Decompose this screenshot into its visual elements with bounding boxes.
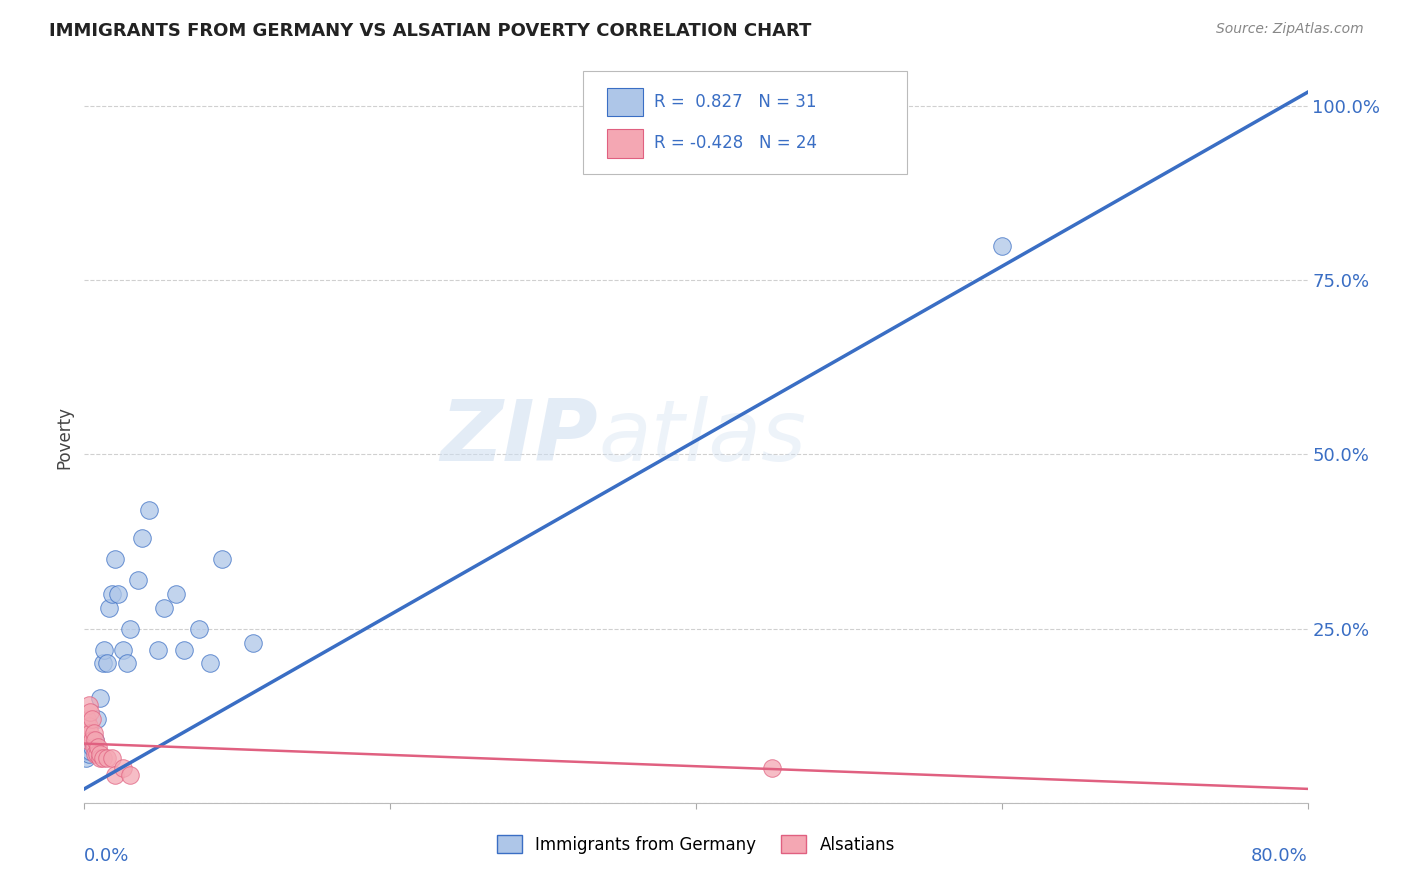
Point — [80, 733, 103, 747]
Point — [93, 642, 115, 657]
Point — [991, 238, 1014, 252]
Point — [97, 600, 120, 615]
Point — [211, 552, 233, 566]
Point — [101, 587, 124, 601]
Text: 0.0%: 0.0% — [84, 847, 129, 864]
Text: R = -0.428   N = 24: R = -0.428 N = 24 — [654, 135, 817, 153]
Point — [188, 622, 211, 636]
Point — [89, 747, 111, 761]
Point — [242, 635, 264, 649]
Point — [761, 761, 783, 775]
Point — [77, 698, 100, 713]
Point — [120, 622, 142, 636]
Point — [86, 747, 108, 761]
Point — [173, 642, 195, 657]
Point — [80, 712, 103, 726]
Point — [77, 719, 100, 733]
Point — [76, 712, 98, 726]
Point — [87, 740, 110, 755]
Point — [84, 733, 107, 747]
Point — [104, 768, 127, 782]
Point — [83, 726, 105, 740]
Text: Source: ZipAtlas.com: Source: ZipAtlas.com — [1216, 22, 1364, 37]
Text: 80.0%: 80.0% — [1251, 847, 1308, 864]
Point — [76, 743, 98, 757]
Y-axis label: Poverty: Poverty — [55, 406, 73, 468]
Point — [91, 657, 114, 671]
Point — [84, 747, 107, 761]
Point — [83, 737, 105, 751]
Point — [80, 740, 103, 755]
Text: IMMIGRANTS FROM GERMANY VS ALSATIAN POVERTY CORRELATION CHART: IMMIGRANTS FROM GERMANY VS ALSATIAN POVE… — [49, 22, 811, 40]
Point — [84, 733, 107, 747]
Point — [153, 600, 176, 615]
Point — [89, 691, 111, 706]
Point — [127, 573, 149, 587]
Text: ZIP: ZIP — [440, 395, 598, 479]
Point — [146, 642, 169, 657]
Point — [120, 768, 142, 782]
Legend: Immigrants from Germany, Alsatians: Immigrants from Germany, Alsatians — [491, 829, 901, 860]
Point — [165, 587, 187, 601]
Text: atlas: atlas — [598, 395, 806, 479]
Point — [89, 750, 111, 764]
Point — [96, 657, 118, 671]
Point — [138, 503, 160, 517]
Point — [79, 705, 101, 719]
Point — [77, 747, 100, 761]
Point — [91, 750, 114, 764]
Point — [79, 743, 101, 757]
Text: R =  0.827   N = 31: R = 0.827 N = 31 — [654, 93, 817, 111]
Point — [104, 552, 127, 566]
Point — [107, 587, 129, 601]
Point — [111, 761, 134, 775]
Point — [83, 740, 105, 755]
Point — [96, 750, 118, 764]
Point — [115, 657, 138, 671]
Point — [111, 642, 134, 657]
Point — [75, 750, 97, 764]
Point — [131, 531, 153, 545]
Point — [79, 726, 101, 740]
Point — [101, 750, 124, 764]
Point — [86, 712, 108, 726]
Point — [76, 733, 98, 747]
Point — [75, 726, 97, 740]
Point — [198, 657, 221, 671]
